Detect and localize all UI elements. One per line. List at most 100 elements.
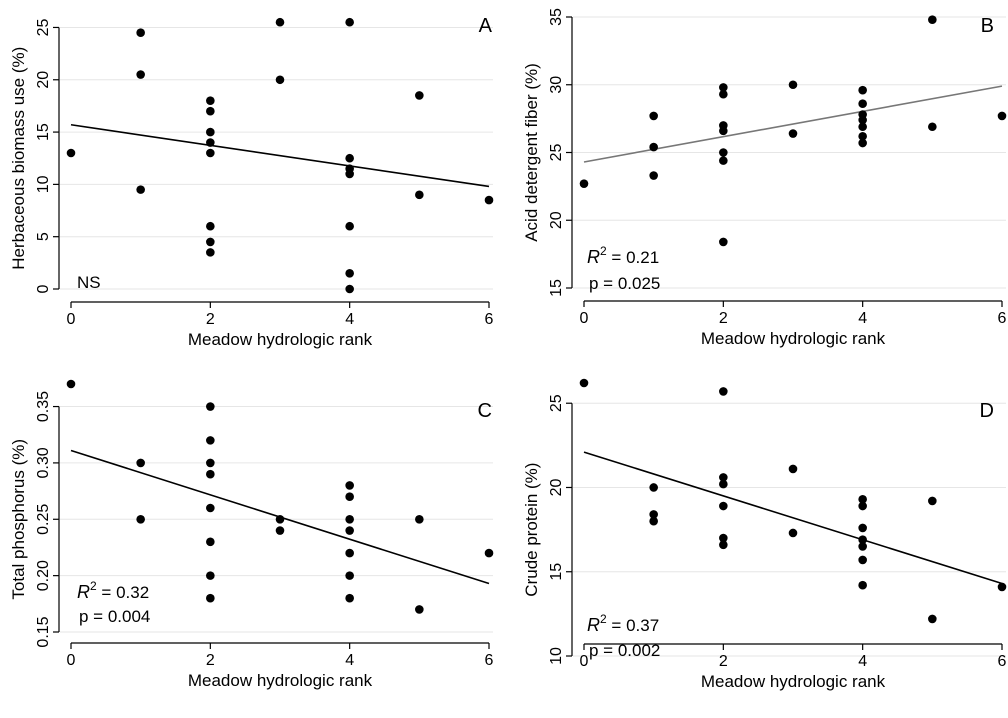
regression-line — [583, 451, 1003, 585]
data-point — [136, 28, 145, 37]
data-point — [719, 479, 728, 489]
y-tick-label: 25 — [548, 144, 565, 162]
data-point — [719, 156, 728, 165]
data-point — [206, 96, 215, 105]
y-tick-label: 10 — [548, 647, 565, 665]
data-point — [858, 494, 867, 504]
y-tick-label: 25 — [548, 394, 565, 412]
r-squared-label: R2 = 0.21 — [587, 244, 659, 267]
data-point — [275, 526, 285, 535]
data-point — [345, 548, 354, 558]
panel-letter: C — [478, 400, 492, 422]
y-tick-label: 30 — [548, 76, 565, 94]
data-point — [719, 148, 728, 157]
data-point — [719, 89, 728, 99]
x-tick-label: 4 — [858, 653, 867, 670]
data-point — [719, 237, 728, 247]
data-point — [206, 248, 215, 257]
panel-letter: B — [981, 15, 994, 37]
data-point — [345, 571, 354, 580]
data-point — [928, 496, 937, 506]
data-point — [649, 510, 658, 519]
y-tick-label: 20 — [548, 478, 565, 496]
y-axis-title: Crude protein (%) — [522, 463, 541, 597]
y-axis-title: Total phosphorus (%) — [9, 439, 28, 600]
x-axis-title: Meadow hydrologic rank — [701, 672, 886, 691]
data-point — [206, 571, 215, 580]
y-tick-label: 15 — [548, 279, 565, 297]
x-tick-label: 4 — [858, 310, 867, 327]
r-squared-value: 0.21 — [626, 248, 659, 267]
data-point — [858, 501, 867, 511]
x-axis-title: Meadow hydrologic rank — [188, 330, 373, 349]
data-point — [928, 122, 937, 132]
data-point — [484, 548, 494, 558]
data-point — [206, 106, 215, 116]
y-axis-title: Herbaceous biomass use (%) — [9, 47, 28, 270]
panel-b: 15 20 25 30 35 0 2 4 6 Meadow hydrologic rank Acid… — [522, 8, 1007, 348]
data-point — [858, 580, 867, 590]
data-point — [415, 91, 424, 100]
data-point — [415, 514, 424, 524]
r-squared-value: 0.32 — [116, 583, 149, 602]
data-point — [206, 458, 215, 468]
p-value-label: p = 0.002 — [589, 641, 660, 660]
x-tick-label: 2 — [719, 310, 728, 327]
data-point — [649, 483, 658, 492]
data-point — [858, 523, 867, 533]
r-squared-label: R2 = 0.32 — [77, 579, 149, 602]
data-point — [649, 111, 658, 121]
data-point — [858, 542, 867, 551]
data-point — [858, 138, 867, 148]
data-point — [206, 221, 215, 231]
data-point — [788, 80, 798, 90]
data-point — [345, 17, 354, 27]
panel-a: 0 5 10 15 20 25 0 2 4 6 Meadow hydrologic rank Herb… — [9, 15, 494, 349]
data-point — [66, 148, 76, 158]
data-point — [345, 481, 354, 490]
y-tick-label: 20 — [35, 71, 52, 89]
data-point — [649, 171, 658, 180]
data-point — [928, 614, 937, 624]
data-point — [579, 378, 589, 388]
data-point — [858, 85, 867, 95]
data-point — [649, 516, 658, 526]
data-point — [136, 185, 145, 194]
y-tick-label: 0.20 — [35, 560, 52, 591]
x-tick-label: 0 — [67, 311, 76, 328]
data-point — [719, 473, 728, 482]
y-tick-label: 10 — [35, 175, 52, 193]
ns-label: NS — [77, 273, 101, 292]
data-point — [66, 379, 76, 389]
y-tick-label: 0 — [35, 284, 52, 293]
data-point — [788, 129, 798, 138]
data-point — [345, 153, 354, 163]
y-tick-label: 0.15 — [35, 616, 52, 647]
data-point — [206, 138, 215, 147]
x-tick-label: 2 — [719, 653, 728, 670]
data-point — [858, 131, 867, 141]
data-point — [719, 387, 728, 396]
data-point — [719, 533, 728, 543]
data-point — [997, 111, 1007, 121]
data-point — [275, 17, 285, 27]
data-point — [345, 526, 354, 535]
data-point — [345, 269, 354, 278]
x-tick-label: 0 — [580, 310, 589, 327]
data-point — [719, 83, 728, 92]
panel-d: 10 15 20 25 0 2 4 6 Meadow hydrologic rank Crude … — [522, 378, 1007, 691]
data-point — [415, 190, 424, 200]
data-point — [206, 593, 215, 603]
data-point — [136, 458, 145, 468]
data-point — [206, 469, 215, 479]
panel-letter: D — [980, 400, 994, 422]
data-point — [858, 122, 867, 132]
x-tick-label: 0 — [580, 653, 589, 670]
data-point — [719, 540, 728, 550]
data-point — [928, 15, 937, 25]
x-tick-label: 4 — [345, 311, 354, 328]
x-tick-label: 2 — [206, 652, 215, 669]
y-tick-label: 15 — [548, 563, 565, 581]
x-tick-label: 6 — [998, 310, 1007, 327]
